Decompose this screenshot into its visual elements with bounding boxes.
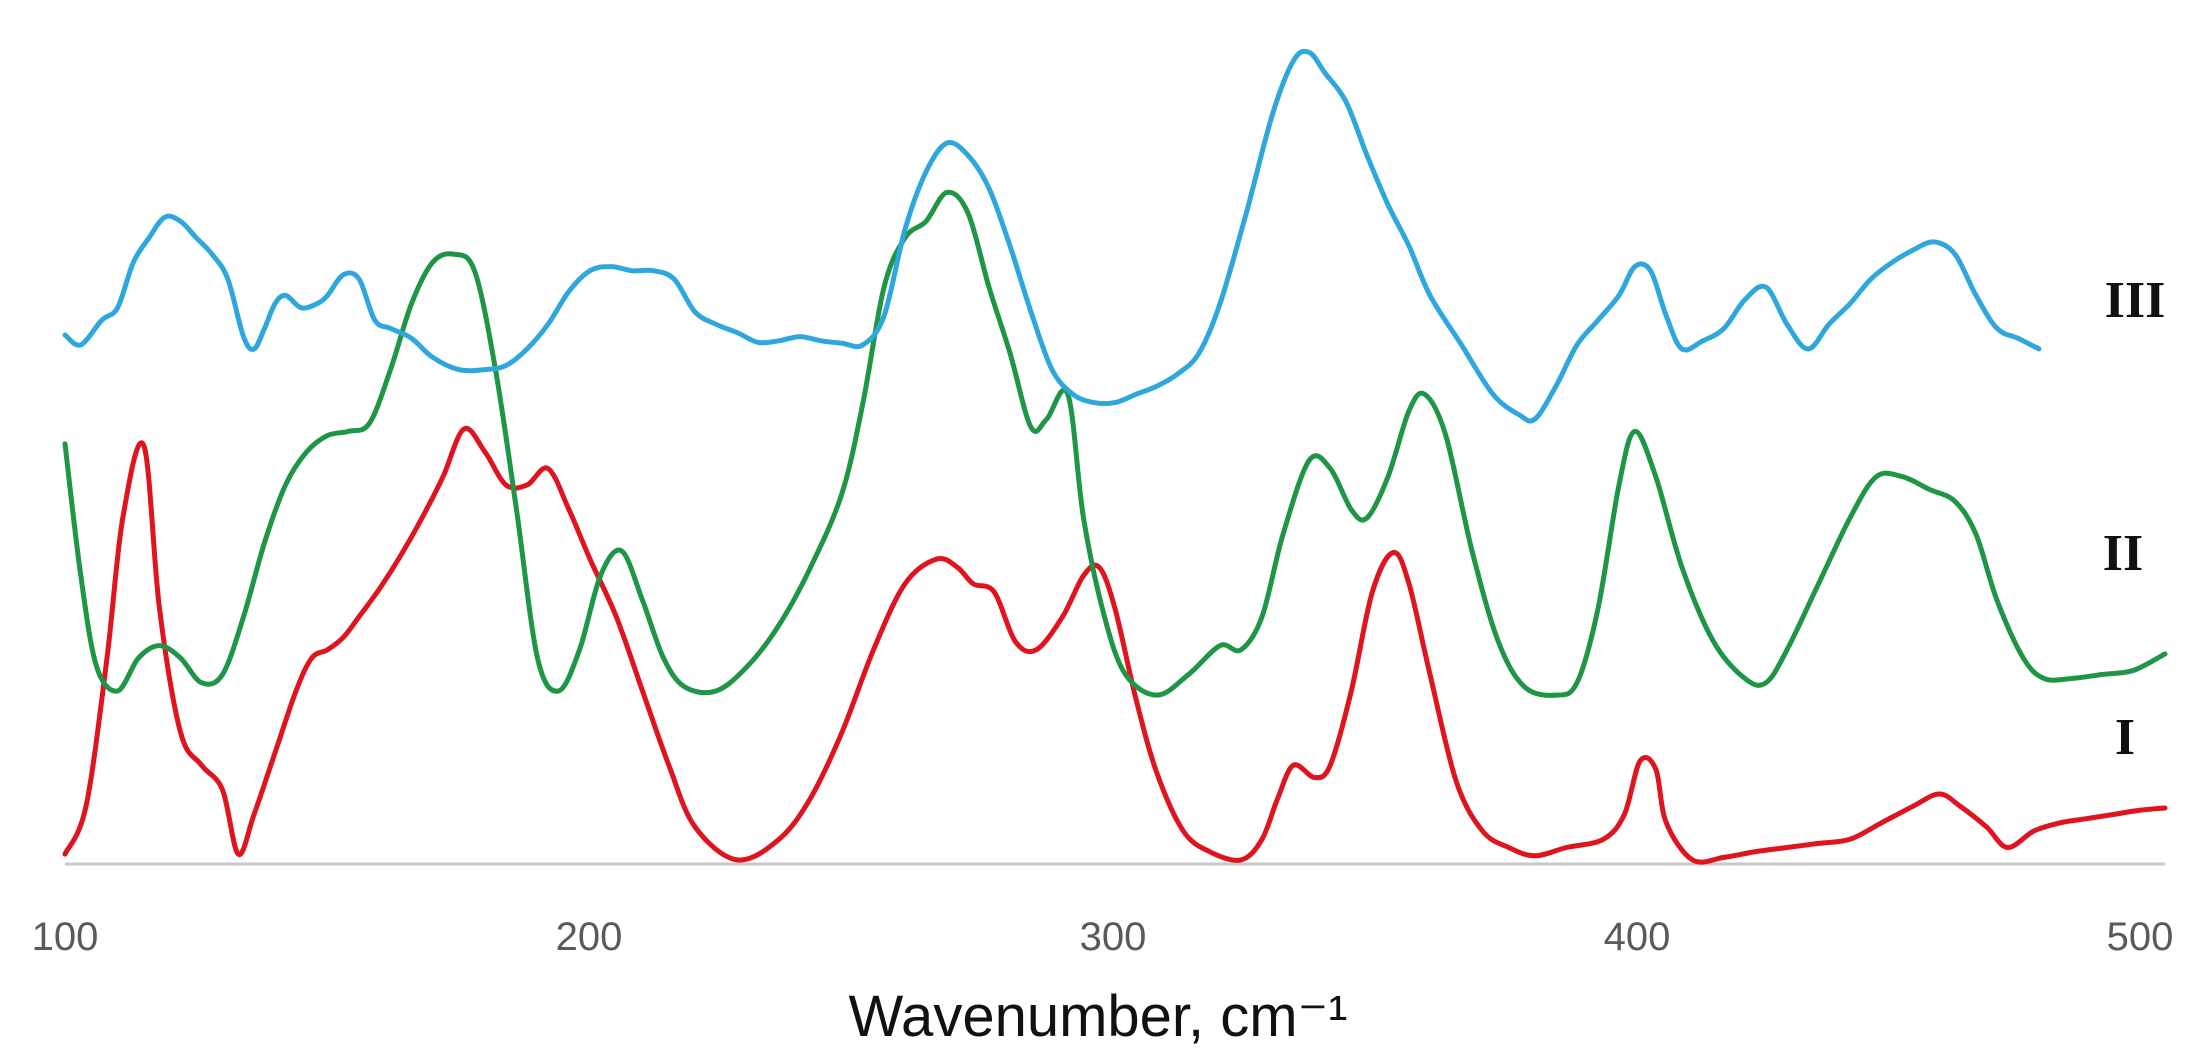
plot-area: [62, 48, 2168, 866]
x-tick-label-200: 200: [556, 915, 623, 959]
x-tick-label-100: 100: [32, 915, 99, 959]
series-line-III: [62, 48, 2042, 424]
series-line-I: [62, 425, 2168, 865]
x-axis-ticks: 100 200 300 400 500: [32, 915, 2174, 959]
series-labels: III II I: [2103, 272, 2166, 766]
series-label-I: I: [2115, 709, 2135, 766]
x-axis-title: Wavenumber, cm⁻¹: [848, 984, 1347, 1049]
x-tick-label-400: 400: [1604, 915, 1671, 959]
series-line-II: [62, 189, 2168, 698]
series-label-II: II: [2103, 525, 2143, 582]
x-tick-label-500: 500: [2107, 915, 2174, 959]
series-label-III: III: [2105, 272, 2166, 329]
x-tick-label-300: 300: [1080, 915, 1147, 959]
series-layer: [62, 48, 2168, 865]
